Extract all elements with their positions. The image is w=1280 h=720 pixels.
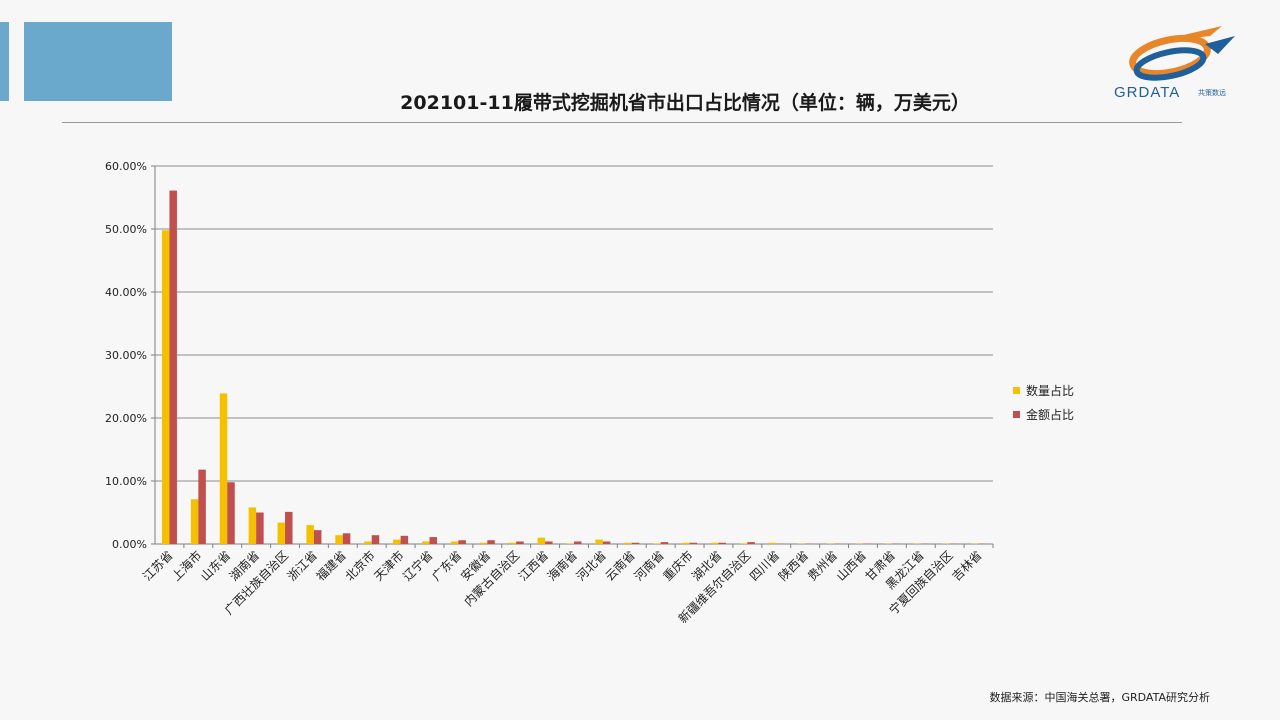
x-tick-label: 重庆市 <box>660 548 696 584</box>
y-tick-label: 0.00% <box>112 538 147 551</box>
bar <box>306 525 314 544</box>
x-tick-label: 上海市 <box>168 548 204 584</box>
bar <box>602 541 611 544</box>
legend-swatch-amount <box>1013 410 1020 418</box>
bar <box>277 522 286 544</box>
y-tick-label: 20.00% <box>105 412 147 425</box>
accent-block <box>24 22 172 101</box>
bar <box>458 540 466 544</box>
bar <box>710 542 719 544</box>
bar <box>768 542 777 544</box>
bar <box>479 542 488 544</box>
bar <box>747 542 755 544</box>
x-tick-label: 北京市 <box>342 548 378 584</box>
bar <box>566 543 574 544</box>
bar <box>689 542 698 544</box>
bar <box>624 542 632 544</box>
bar <box>371 535 380 544</box>
bar <box>450 541 459 544</box>
bar <box>682 542 690 544</box>
x-tick-label: 贵州省 <box>805 548 840 583</box>
logo-subtext: 共策数远 <box>1198 89 1226 97</box>
bar <box>400 535 409 544</box>
bar <box>285 511 293 544</box>
bar <box>161 230 170 544</box>
bar <box>335 535 343 544</box>
bar <box>219 393 228 544</box>
x-tick-label: 陕西省 <box>775 548 811 584</box>
x-tick-label: 四川省 <box>747 548 782 583</box>
bar <box>169 190 177 544</box>
accent-bar <box>0 22 9 101</box>
x-tick-label: 山东省 <box>198 548 233 583</box>
bar <box>739 543 748 544</box>
bar <box>364 541 372 544</box>
y-tick-label: 40.00% <box>105 286 147 299</box>
bar <box>393 539 401 544</box>
legend: 数量占比 金额占比 <box>1013 378 1074 426</box>
legend-item-amount: 金额占比 <box>1013 402 1074 426</box>
bar <box>653 543 661 544</box>
bar <box>429 537 438 544</box>
y-tick-label: 30.00% <box>105 349 147 362</box>
x-tick-label: 吉林省 <box>949 548 984 583</box>
bar <box>660 542 669 544</box>
bar <box>574 541 582 544</box>
x-tick-label: 河北省 <box>574 548 609 583</box>
x-tick-label: 广东省 <box>429 548 464 583</box>
x-tick-label: 山西省 <box>834 548 869 583</box>
bar <box>313 530 322 544</box>
bar <box>190 499 199 544</box>
x-tick-label: 辽宁省 <box>400 548 436 584</box>
bar <box>508 542 517 544</box>
legend-label-amount: 金额占比 <box>1026 407 1075 422</box>
bar <box>487 540 495 544</box>
bar <box>227 482 235 544</box>
bar <box>256 512 264 544</box>
grdata-logo-icon <box>1129 26 1235 81</box>
bar <box>718 542 726 544</box>
logo-text: GRDATA <box>1114 84 1181 101</box>
x-tick-label: 天津市 <box>371 548 407 584</box>
legend-label-quantity: 数量占比 <box>1026 383 1075 398</box>
bar <box>545 541 553 544</box>
x-tick-label: 江苏省 <box>140 548 175 583</box>
data-source: 数据来源：中国海关总署，GRDATA研究分析 <box>989 691 1210 704</box>
bar <box>631 542 640 544</box>
x-tick-label: 江西省 <box>516 548 551 583</box>
bar <box>342 533 351 544</box>
legend-item-quantity: 数量占比 <box>1013 378 1074 402</box>
y-tick-label: 60.00% <box>105 160 147 173</box>
title-divider <box>62 122 1182 123</box>
bar <box>595 539 603 544</box>
x-tick-label: 福建省 <box>313 548 349 584</box>
bar <box>248 507 257 544</box>
bar <box>422 541 430 544</box>
y-tick-label: 10.00% <box>105 475 147 488</box>
legend-swatch-quantity <box>1013 386 1020 394</box>
x-tick-label: 海南省 <box>544 548 580 584</box>
x-tick-label: 河南省 <box>631 548 667 584</box>
bar <box>198 469 206 544</box>
bar <box>537 537 546 544</box>
y-tick-label: 50.00% <box>105 223 147 236</box>
x-tick-label: 云南省 <box>602 548 638 584</box>
chart-title: 202101-11履带式挖掘机省市出口占比情况（单位：辆，万美元） <box>400 92 970 114</box>
x-tick-label: 浙江省 <box>285 548 320 583</box>
bar <box>516 541 524 544</box>
